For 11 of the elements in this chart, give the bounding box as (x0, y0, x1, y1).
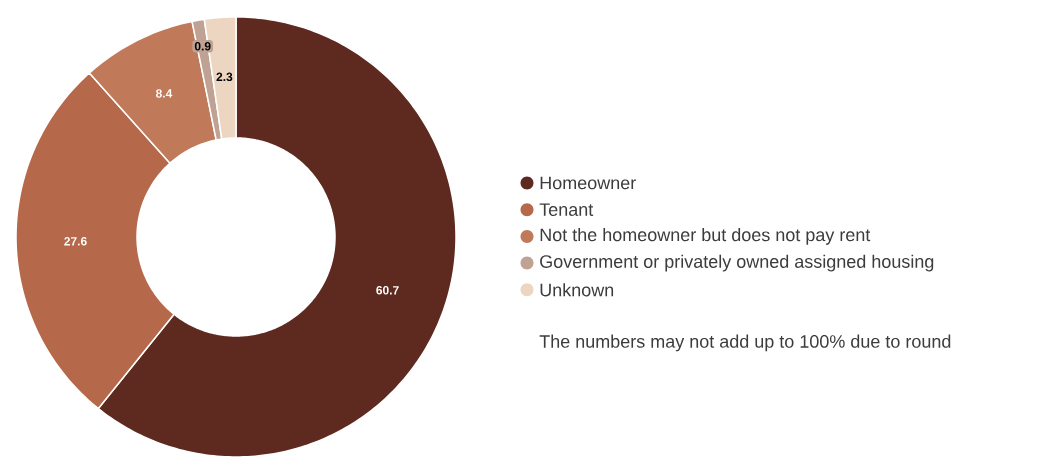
data-label: 0.9 (194, 42, 211, 51)
data-label: 8.4 (155, 89, 173, 98)
legend-label: Unknown (540, 283, 614, 297)
text: The numbers may not add up to 100% due to round (539, 334, 951, 352)
data-label: 27.6 (64, 237, 87, 246)
data-label: 60.7 (376, 286, 399, 295)
legend-label: Not the homeowner but does not pay rent (540, 227, 871, 245)
data-label: 2.3 (216, 72, 233, 82)
legend-label: Homeowner (540, 176, 636, 190)
legend-label: Government or privately owned assigned housing (540, 254, 934, 272)
legend-label: Tenant (539, 203, 594, 216)
